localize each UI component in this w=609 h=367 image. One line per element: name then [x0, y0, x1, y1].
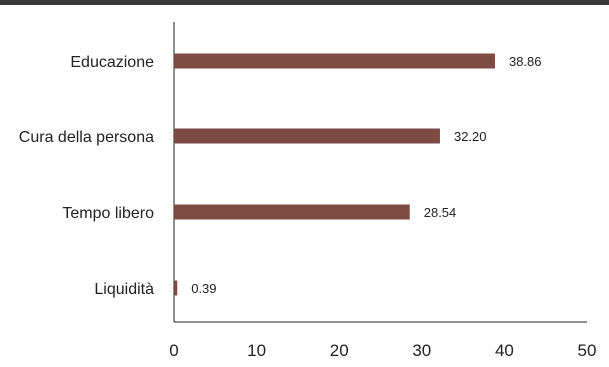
bar-3	[174, 280, 178, 296]
x-tick-label-5: 50	[578, 341, 597, 360]
category-label-2: Tempo libero	[62, 205, 154, 222]
data-label-1: 32.20	[454, 129, 487, 144]
header-bar	[0, 0, 609, 5]
bar-2	[174, 204, 410, 220]
x-tick-label-4: 40	[495, 341, 514, 360]
data-label-0: 38.86	[509, 54, 542, 69]
x-tick-label-0: 0	[169, 341, 178, 360]
category-label-1: Cura della persona	[19, 129, 154, 146]
x-tick-label-3: 30	[412, 341, 431, 360]
bar-0	[174, 53, 495, 69]
x-tick-label-2: 20	[330, 341, 349, 360]
x-tick-label-1: 10	[247, 341, 266, 360]
data-label-2: 28.54	[424, 205, 457, 220]
data-label-3: 0.39	[191, 281, 216, 296]
category-label-3: Liquidità	[94, 281, 154, 298]
bar-1	[174, 128, 440, 144]
category-label-0: Educazione	[70, 54, 154, 71]
